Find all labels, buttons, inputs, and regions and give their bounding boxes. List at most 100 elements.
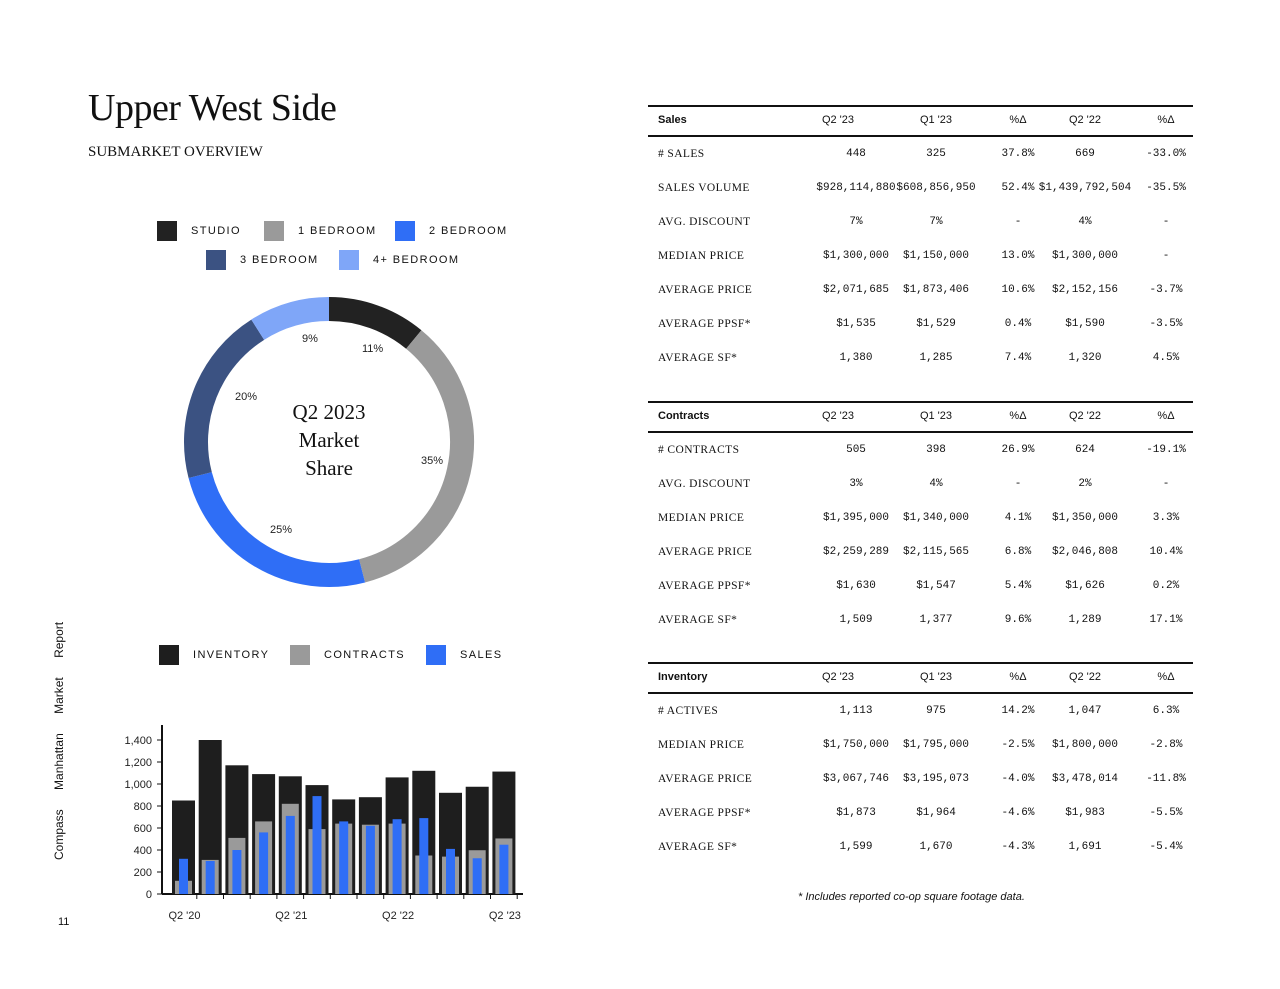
sales-swatch: [426, 645, 446, 665]
table-cell: $1,529: [916, 318, 956, 330]
table-cell: 2%: [1078, 478, 1092, 490]
donut-legend-studio: STUDIO: [157, 221, 241, 241]
bar-inventory: [172, 800, 195, 894]
x-tick-label: Q2 '23: [489, 910, 521, 922]
table-cell: -2.5%: [1001, 739, 1035, 751]
table-row: AVERAGE PPSF* $1,535 $1,529 0.4% $1,590 -3.5%: [648, 307, 1193, 341]
column-header: Q2 '22: [1068, 671, 1102, 683]
table-cell: 1,113: [839, 705, 873, 717]
legend-label: SALES: [460, 649, 503, 661]
table-row: # SALES 448 325 37.8% 669 -33.0%: [648, 137, 1193, 171]
table-row: AVERAGE PPSF* $1,630 $1,547 5.4% $1,626 0.2%: [648, 569, 1193, 603]
table-cell: $928,114,880: [816, 182, 896, 194]
legend-label: 4+ BEDROOM: [373, 254, 460, 266]
table-cell: -5.4%: [1149, 841, 1183, 853]
table-cell: 17.1%: [1149, 614, 1183, 626]
table-cell: 14.2%: [1001, 705, 1035, 717]
bar-sales: [499, 844, 509, 894]
donut-pct-4-bedroom: 9%: [302, 333, 318, 345]
column-header: Q2 '22: [1068, 114, 1102, 126]
row-label: AVERAGE SF*: [658, 352, 738, 364]
table-cell: 0.4%: [1004, 318, 1032, 330]
table-cell: 37.8%: [1001, 148, 1035, 160]
bar-legend-contracts: CONTRACTS: [290, 645, 405, 665]
legend-label: CONTRACTS: [324, 649, 406, 661]
table-cell: 52.4%: [1001, 182, 1035, 194]
table-cell: 26.9%: [1001, 444, 1035, 456]
column-header: Q1 '23: [919, 410, 953, 422]
donut-center-label: Q2 2023 Market Share: [254, 398, 404, 482]
table-cell: 1,047: [1068, 705, 1102, 717]
row-label: AVG. DISCOUNT: [658, 216, 751, 228]
donut-legend-3-bedroom: 3 BEDROOM: [206, 250, 319, 270]
table-cell: 1,285: [919, 352, 953, 364]
table-cell: -11.8%: [1146, 773, 1186, 785]
table-cell: -: [1162, 216, 1170, 228]
table-cell: 1,320: [1068, 352, 1102, 364]
table-cell: $1,439,792,504: [1038, 182, 1132, 194]
table-cell: 7.4%: [1004, 352, 1032, 364]
table-cell: $2,259,289: [822, 546, 889, 558]
table-title: Contracts: [658, 410, 710, 422]
bar-sales: [179, 858, 188, 894]
table-cell: 9.6%: [1004, 614, 1032, 626]
contracts-swatch: [290, 645, 310, 665]
legend-label: 1 BEDROOM: [298, 225, 377, 237]
donut-slice-one-bedroom: [358, 330, 474, 583]
page-subtitle: SUBMARKET OVERVIEW: [88, 144, 263, 160]
table-row: AVG. DISCOUNT 3% 4% - 2% -: [648, 467, 1193, 501]
table-cell: $1,873: [836, 807, 876, 819]
bar-legend-sales: SALES: [426, 645, 502, 665]
table-cell: 1,289: [1068, 614, 1102, 626]
column-header: %Δ: [1009, 671, 1027, 683]
legend-label: INVENTORY: [193, 649, 270, 661]
table-cell: $1,535: [836, 318, 876, 330]
y-tick-label: 0: [146, 889, 152, 901]
table-cell: $1,630: [836, 580, 876, 592]
x-tick-label: Q2 '21: [275, 910, 307, 922]
table-cell: 4.1%: [1004, 512, 1032, 524]
studio-swatch: [157, 221, 177, 241]
bar-legend-inventory: INVENTORY: [159, 645, 269, 665]
row-label: AVERAGE PPSF*: [658, 318, 751, 330]
donut-slice-four-bedroom: [251, 297, 330, 341]
bar-sales: [285, 815, 295, 894]
row-label: AVERAGE PRICE: [658, 284, 753, 296]
bar-sales: [419, 818, 429, 894]
table-row: # ACTIVES 1,113 975 14.2% 1,047 6.3%: [648, 694, 1193, 728]
donut-slice-studio: [328, 297, 422, 349]
bar-sales: [232, 850, 242, 894]
table-row: MEDIAN PRICE $1,395,000 $1,340,000 4.1% $1,3…: [648, 501, 1193, 535]
table-title: Inventory: [658, 671, 708, 683]
table-row: AVERAGE PPSF* $1,873 $1,964 -4.6% $1,983 -5.5…: [648, 796, 1193, 830]
table-cell: $1,983: [1065, 807, 1105, 819]
table-row: AVERAGE SF* 1,599 1,670 -4.3% 1,691 -5.4%: [648, 830, 1193, 864]
table-cell: -: [1014, 216, 1022, 228]
table-row: AVERAGE PRICE $2,259,289 $2,115,565 6.8% $2,…: [648, 535, 1193, 569]
row-label: AVERAGE PPSF*: [658, 580, 751, 592]
sales-table-header: Sales Q2 '23 Q1 '23 %Δ Q2 '22 %Δ: [648, 105, 1193, 137]
table-cell: 975: [926, 705, 946, 717]
column-header: Q1 '23: [919, 114, 953, 126]
table-cell: 6.8%: [1004, 546, 1032, 558]
table-cell: -19.1%: [1146, 444, 1186, 456]
row-label: AVERAGE PRICE: [658, 546, 753, 558]
row-label: SALES VOLUME: [658, 182, 750, 194]
table-row: AVG. DISCOUNT 7% 7% - 4% -: [648, 205, 1193, 239]
table-cell: $1,395,000: [822, 512, 889, 524]
bar-sales: [392, 819, 402, 894]
row-label: # ACTIVES: [658, 705, 719, 717]
bar-sales: [205, 861, 215, 894]
row-label: AVERAGE PRICE: [658, 773, 753, 785]
table-cell: 325: [926, 148, 946, 160]
donut-slice-three-bedroom: [184, 319, 265, 479]
table-row: SALES VOLUME $928,114,880 $608,856,950 52.4…: [648, 171, 1193, 205]
donut-pct-2-bedroom: 25%: [270, 524, 293, 536]
table-cell: 448: [846, 148, 866, 160]
row-label: # SALES: [658, 148, 705, 160]
y-tick-label: 1,000: [124, 779, 152, 791]
inventory-swatch: [159, 645, 179, 665]
page-number: 11: [58, 916, 70, 928]
